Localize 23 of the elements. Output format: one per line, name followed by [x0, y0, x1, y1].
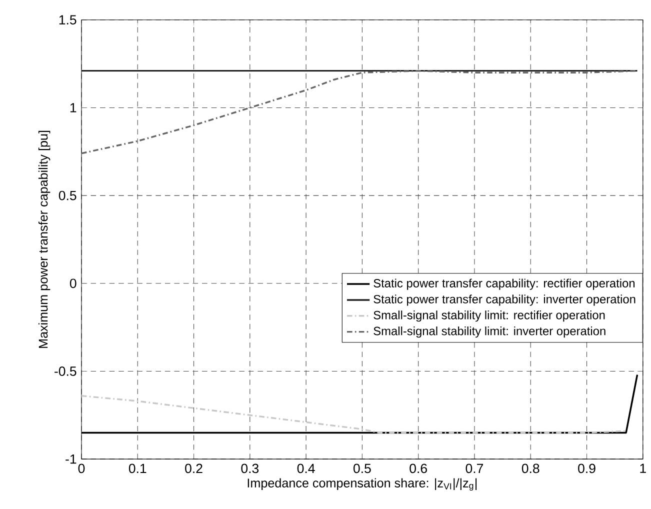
y-tick-label: 1.5 [59, 15, 76, 25]
y-tick-label: -0.5 [54, 366, 76, 376]
legend-label: Small-signal stability limit: inverter operation [374, 326, 606, 338]
x-tick-label: 0.7 [466, 464, 484, 474]
x-axis-title: Impedance compensation share: |z$_{VI}$|/|z$_{g}$| [248, 478, 477, 491]
x-tick-label: 0.9 [578, 464, 596, 474]
y-tick-label: 0.5 [58, 190, 76, 200]
legend-label: Static power transfer capability: inverter operation [374, 294, 636, 306]
x-tick-label: 0.2 [185, 464, 202, 474]
y-axis-title: Maximum power transfer capability [pu] [38, 131, 50, 348]
y-tick-label: 1 [70, 103, 76, 112]
x-tick-label: 0.8 [522, 464, 540, 474]
x-tick-label: 0.4 [297, 464, 315, 474]
x-tick-label: 0.5 [354, 464, 371, 474]
x-tick-label: 0.3 [241, 464, 259, 474]
legend-label: Small-signal stability limit: rectifier operation [374, 310, 605, 322]
x-tick-label: 0 [78, 464, 85, 474]
y-tick-label: 0 [70, 278, 76, 288]
x-tick-label: 0.1 [128, 464, 146, 474]
x-tick-label: 0.6 [410, 464, 427, 474]
y-tick-label: -1 [66, 454, 76, 464]
legend-label: Static power transfer capability: rectifier operation [374, 278, 635, 290]
x-tick-label: 1 [640, 464, 646, 473]
